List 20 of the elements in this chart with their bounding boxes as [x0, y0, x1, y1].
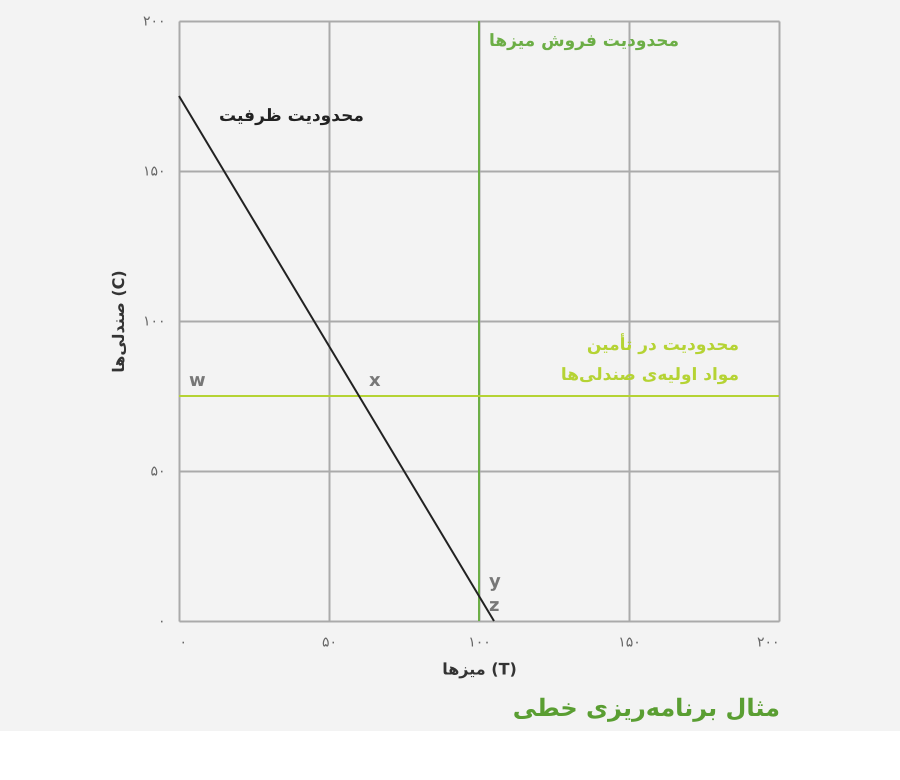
y-tick-label: ۲۰۰	[142, 14, 166, 30]
text: مثال برنامه‌ریزی خطی	[512, 694, 780, 722]
x-tick-label: ۱۵۰	[618, 634, 641, 650]
y-tick-label: ۱۵۰	[142, 164, 166, 180]
annotation: z	[489, 595, 500, 616]
y-axis-title: صندلی‌ها (C)	[108, 270, 128, 373]
annotation: x	[369, 370, 381, 391]
annotation: y	[489, 571, 501, 592]
ref-line-label: محدودیت فروش میزها	[489, 31, 680, 51]
annotation: w	[189, 370, 206, 391]
x-axis-title: میزها (T)	[442, 660, 517, 678]
ref-line-label: محدودیت در تأمین مواد اولیه‌ی صندلی‌ها	[560, 333, 739, 385]
x-tick-label: ۵۰	[322, 634, 338, 650]
y-tick-label: ۵۰	[150, 464, 166, 480]
y-tick-label: ۱۰۰	[142, 314, 166, 330]
y-tick-label: ۰	[158, 614, 166, 630]
x-tick-label: ۱۰۰	[468, 634, 491, 650]
series-label: محدودیت ظرفیت	[219, 106, 364, 126]
x-tick-label: ۲۰۰	[756, 634, 780, 650]
x-tick-label: ۰	[180, 634, 188, 650]
